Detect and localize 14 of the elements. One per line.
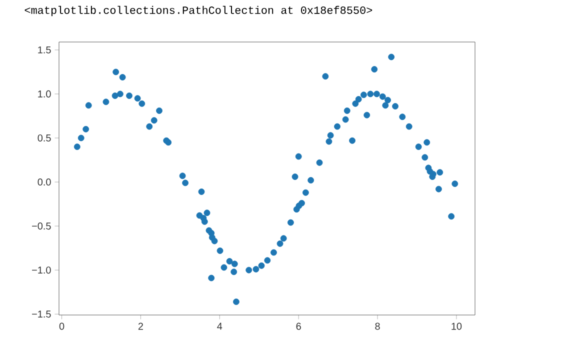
- x-tick-label: 8: [375, 322, 380, 330]
- y-tick-label: 1.5: [38, 46, 51, 54]
- x-tick-label: 10: [452, 322, 462, 330]
- y-tick-label: 1.0: [38, 90, 51, 98]
- y-tick-label: −0.5: [32, 222, 51, 230]
- x-tick-label: 6: [296, 322, 301, 330]
- x-tick-label: 2: [138, 322, 143, 330]
- text: <matplotlib.collections.PathCollection at 0x18ef8550>: [24, 6, 372, 16]
- x-tick-label: 0: [59, 322, 64, 330]
- y-tick-label: −1.0: [32, 266, 51, 274]
- y-tick-label: −1.5: [32, 310, 51, 318]
- x-tick-label: 4: [217, 322, 222, 330]
- y-tick-label: 0.0: [38, 178, 51, 186]
- y-tick-label: 0.5: [38, 134, 51, 142]
